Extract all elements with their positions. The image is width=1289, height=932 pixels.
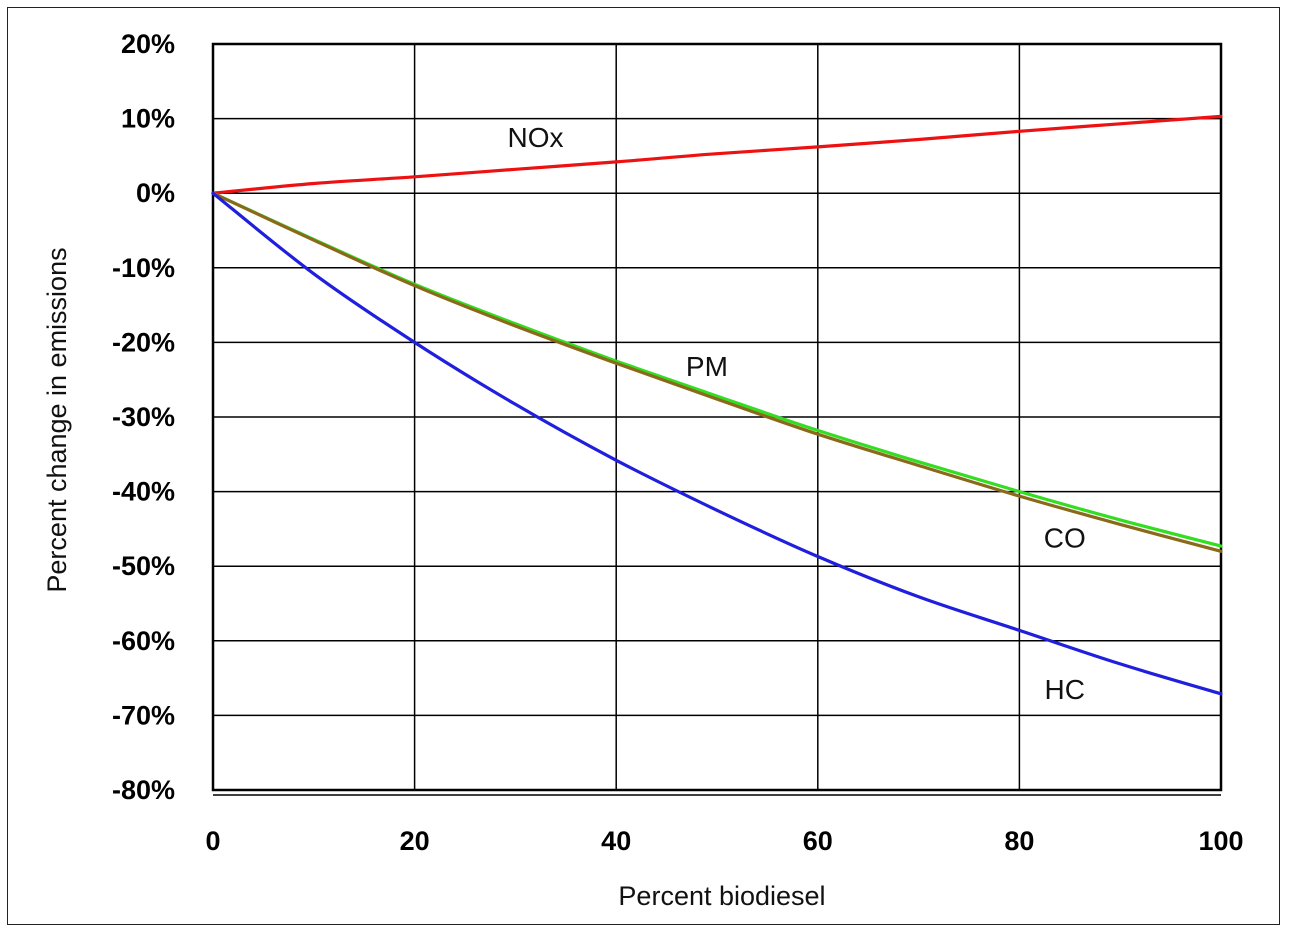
y-tick-label: 10% <box>121 104 175 134</box>
y-tick-label: 0% <box>136 178 175 208</box>
y-axis-title: Percent change in emissions <box>42 247 72 592</box>
x-tick-label: 80 <box>1004 826 1034 856</box>
series-line-hc <box>211 191 1223 696</box>
series-label-nox: NOx <box>508 122 564 153</box>
y-tick-label: 20% <box>121 29 175 59</box>
axis-ticks: 20% 10% 0% -10% -20% -30% -40% -50% -60% -70% -80%… <box>112 29 1244 856</box>
series-label-pm: PM <box>686 351 728 382</box>
grid <box>211 42 1223 796</box>
plot-border <box>211 42 1223 792</box>
x-axis-title: Percent biodiesel <box>618 881 825 911</box>
x-tick-label: 60 <box>803 826 833 856</box>
y-tick-label: -60% <box>112 626 175 656</box>
y-tick-label: -70% <box>112 700 175 730</box>
x-tick-label: 40 <box>601 826 631 856</box>
series-label-co: CO <box>1044 523 1086 554</box>
series-line-co <box>211 191 1223 553</box>
series-lines <box>211 114 1223 696</box>
y-tick-label: -80% <box>112 775 175 805</box>
y-tick-label: -30% <box>112 402 175 432</box>
x-tick-label: 0 <box>205 826 220 856</box>
y-tick-label: -40% <box>112 477 175 507</box>
series-label-hc: HC <box>1045 674 1085 705</box>
x-tick-label: 100 <box>1198 826 1243 856</box>
y-tick-label: -50% <box>112 551 175 581</box>
series-line-nox <box>211 114 1223 195</box>
x-tick-label: 20 <box>400 826 430 856</box>
y-tick-label: -10% <box>112 253 175 283</box>
series-labels: NOx PM CO HC <box>508 122 1086 705</box>
y-tick-label: -20% <box>112 327 175 357</box>
